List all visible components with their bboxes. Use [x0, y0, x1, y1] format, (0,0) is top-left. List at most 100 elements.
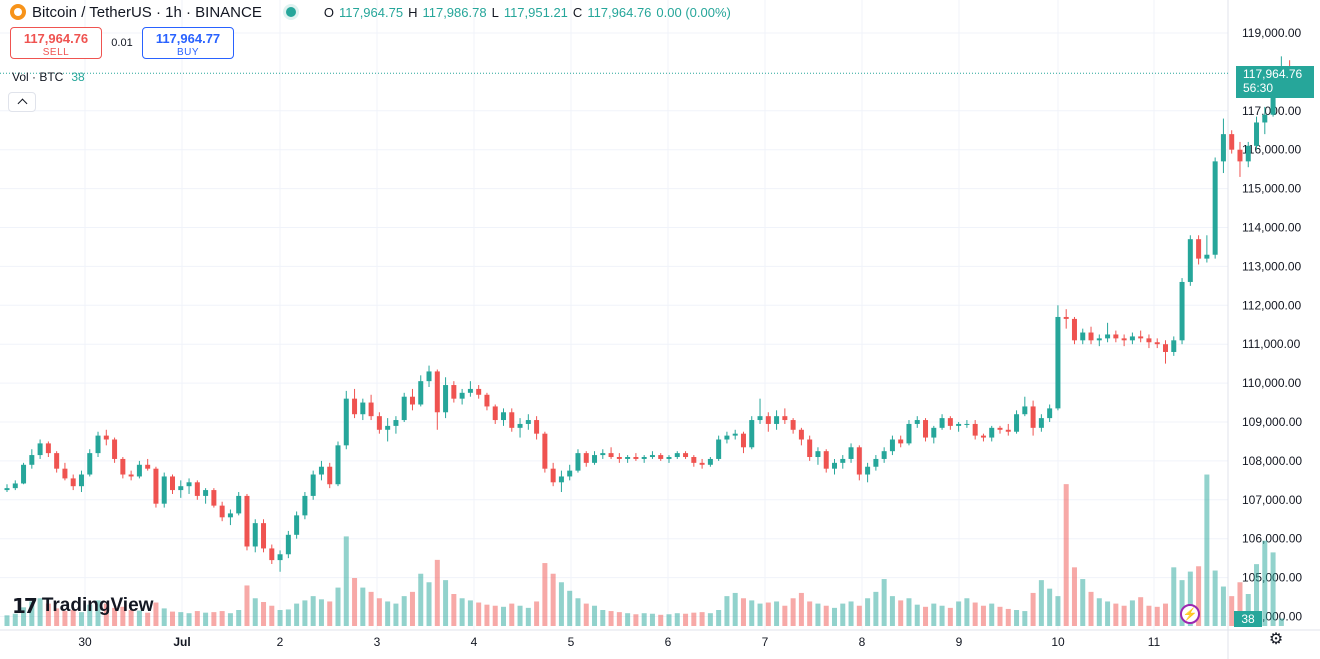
candle-body	[327, 466, 333, 485]
trade-panel: 117,964.76 SELL 0.01 117,964.77 BUY	[10, 27, 234, 59]
candle-body	[633, 457, 639, 459]
candle-body	[542, 433, 548, 469]
candle-body	[1204, 254, 1210, 259]
volume-bar	[1212, 570, 1218, 626]
candle-body	[1245, 145, 1251, 162]
volume-bar	[352, 578, 358, 626]
candle-body	[1254, 122, 1260, 146]
candle-body	[1096, 338, 1102, 341]
candle-body	[4, 488, 10, 491]
candle-body	[1196, 239, 1202, 259]
volume-bar	[939, 605, 945, 626]
volume-bar	[1038, 580, 1044, 626]
price-tick-label: 113,000.00	[1242, 259, 1301, 273]
volume-bar	[1204, 474, 1210, 626]
candle-body	[600, 453, 606, 456]
sell-button[interactable]: 117,964.76 SELL	[10, 27, 102, 59]
volume-bar	[1237, 582, 1243, 626]
volume-bar	[1138, 597, 1144, 626]
candle-body	[707, 458, 713, 465]
tradingview-logo[interactable]: 17 TradingView	[12, 594, 153, 618]
time-tick-label: 8	[859, 635, 866, 649]
time-tick-label: 3	[374, 635, 381, 649]
candle-body	[980, 435, 986, 438]
volume-bar	[674, 613, 680, 626]
high-value: 117,986.78	[422, 4, 487, 20]
volume-bar	[683, 613, 689, 626]
volume-bar	[186, 613, 192, 626]
last-volume-label: 38	[1234, 611, 1262, 627]
candle-body	[1154, 342, 1160, 345]
time-tick-label: 2	[277, 635, 284, 649]
volume-bar	[285, 609, 291, 626]
volume-bar	[1129, 600, 1135, 626]
price-tick-label: 109,000.00	[1242, 415, 1302, 429]
symbol-title[interactable]: Bitcoin / TetherUS · 1h · BINANCE	[32, 3, 262, 21]
candle-body	[1030, 406, 1036, 428]
change-value: 0.00 (0.00%)	[656, 4, 731, 20]
candle-body	[153, 468, 159, 504]
candle-body	[1179, 281, 1185, 341]
low-value: 117,951.21	[503, 4, 568, 20]
volume-bar	[227, 613, 233, 626]
candle-body	[1071, 318, 1077, 341]
volume-bar	[616, 612, 622, 626]
candle-body	[261, 523, 267, 549]
candle-body	[807, 439, 813, 458]
price-tick-label: 111,000.00	[1242, 337, 1301, 351]
volume-bar	[774, 601, 780, 626]
volume-bar	[716, 610, 722, 626]
volume-bar	[343, 536, 349, 626]
volume-bar	[1055, 596, 1061, 626]
low-label: L	[491, 4, 499, 20]
candle-body	[749, 420, 755, 448]
candle-body	[1113, 334, 1119, 339]
candle-body	[674, 453, 680, 458]
candle-body	[1047, 408, 1053, 419]
volume-bar	[658, 614, 664, 626]
candle-body	[426, 371, 432, 382]
candle-body	[625, 457, 631, 459]
volume-bar	[740, 598, 746, 626]
volume-bar	[947, 607, 953, 626]
settings-gear-icon[interactable]: ⚙	[1268, 631, 1284, 648]
buy-button[interactable]: 117,964.77 BUY	[142, 27, 234, 59]
candle-body	[161, 476, 167, 504]
volume-bar	[832, 607, 837, 626]
volume-bar	[211, 612, 217, 626]
volume-bar	[666, 614, 672, 626]
candle-body	[368, 402, 374, 417]
candle-body	[120, 458, 126, 475]
collapse-legend-button[interactable]	[8, 92, 36, 112]
time-tick-label: 4	[471, 635, 478, 649]
volume-bar	[724, 596, 730, 626]
volume-bar	[451, 594, 457, 626]
volume-bar	[1146, 605, 1152, 626]
candle-body	[194, 482, 200, 496]
volume-bar	[964, 598, 970, 626]
candle-body	[145, 464, 151, 469]
volume-bar	[277, 610, 283, 626]
volume-bar	[401, 596, 407, 626]
candle-body	[467, 388, 473, 393]
candle-body	[1022, 406, 1028, 415]
candle-body	[716, 439, 722, 459]
candle-body	[170, 476, 175, 491]
volume-bar	[1005, 608, 1011, 626]
candle-body	[87, 453, 93, 475]
lightning-icon[interactable]: ⚡	[1180, 604, 1200, 624]
volume-bar	[87, 604, 93, 626]
volume-bar	[37, 598, 43, 626]
buy-label: BUY	[176, 47, 200, 58]
candle-body	[385, 425, 391, 430]
last-price-label: 117,964.76 56:30	[1236, 66, 1314, 98]
sell-label: SELL	[42, 47, 70, 58]
volume-bar	[294, 603, 300, 626]
time-tick-label: 30	[78, 635, 92, 649]
volume-legend[interactable]: Vol · BTC 38	[12, 70, 85, 84]
volume-bar	[29, 601, 35, 626]
time-tick-label: 6	[665, 635, 672, 649]
volume-bar	[583, 603, 589, 626]
candle-body	[70, 478, 76, 487]
